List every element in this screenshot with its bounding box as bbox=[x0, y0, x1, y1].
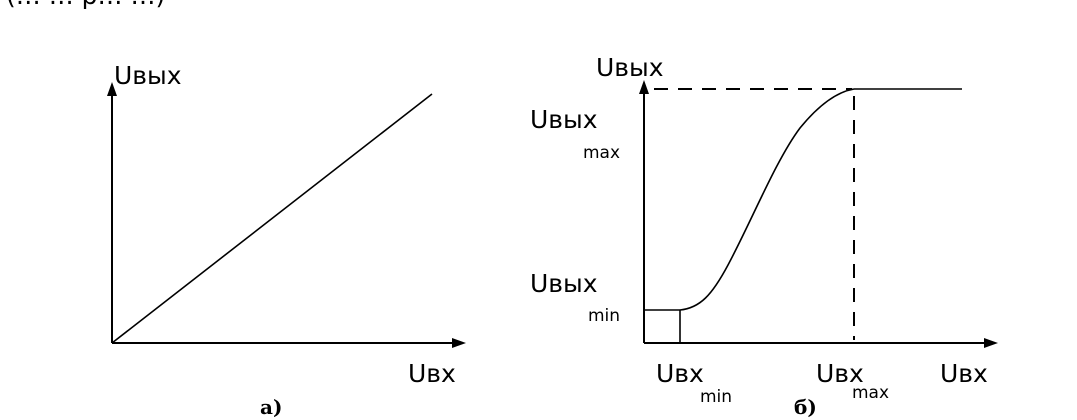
diagram-b: Uвых Uвых max Uвых min Uвх min Uвх max U… bbox=[530, 53, 998, 419]
diagram-b-s-curve bbox=[679, 88, 855, 311]
diagram-a-x-label: Uвх bbox=[408, 359, 456, 388]
diagram-a-y-label: Uвых bbox=[114, 61, 182, 90]
diagram-b-xmin-sub: min bbox=[700, 387, 732, 407]
diagram-b-ymax-label: Uвых bbox=[530, 105, 598, 134]
diagram-b-ymax-sub: max bbox=[583, 143, 620, 163]
diagram-b-x-arrow bbox=[984, 338, 998, 348]
diagram-a: Uвых Uвх а) bbox=[107, 61, 466, 419]
diagram-b-xmax-sub: max bbox=[852, 383, 889, 403]
diagram-b-ymin-label: Uвых bbox=[530, 269, 598, 298]
top-text-fragment: (… … р… …) bbox=[6, 0, 165, 10]
diagram-a-caption: а) bbox=[260, 395, 282, 419]
diagram-b-xmin-label: Uвх bbox=[656, 359, 704, 388]
diagram-b-xmax-label: Uвх bbox=[816, 359, 864, 388]
diagram-b-x-label: Uвх bbox=[940, 359, 988, 388]
diagram-a-linear-line bbox=[111, 93, 433, 344]
diagram-a-x-arrow bbox=[452, 338, 466, 348]
diagram-a-y-arrow bbox=[107, 82, 117, 96]
diagram-b-caption: б) bbox=[794, 395, 817, 419]
diagram-b-y-label: Uвых bbox=[596, 53, 664, 82]
diagram-b-y-arrow bbox=[639, 80, 649, 94]
diagram-b-ymin-sub: min bbox=[588, 306, 620, 326]
